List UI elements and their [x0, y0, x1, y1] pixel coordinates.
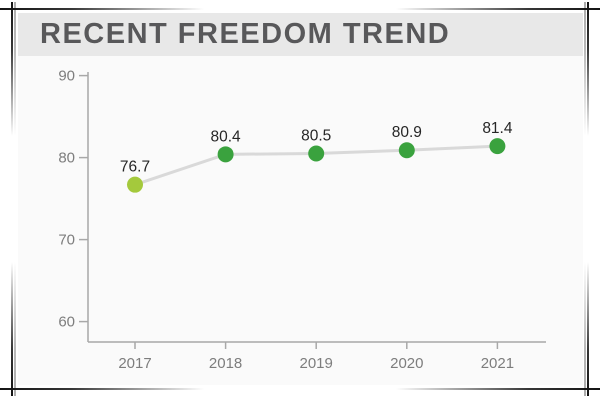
y-tick-label: 90 [58, 68, 75, 85]
x-tick-label: 2020 [390, 355, 423, 372]
data-point [398, 142, 415, 159]
x-tick-label: 2019 [300, 355, 333, 372]
data-point [127, 176, 143, 193]
data-point-label: 76.7 [120, 159, 150, 176]
chart-panel: RECENT FREEDOM TREND [18, 13, 583, 385]
x-tick-label: 2017 [118, 355, 151, 372]
x-tick-label: 2018 [209, 355, 242, 372]
y-tick-label: 60 [58, 314, 75, 331]
y-tick-label: 70 [58, 232, 75, 249]
data-point [308, 145, 325, 162]
x-tick-label: 2021 [481, 355, 514, 372]
y-tick-label: 80 [58, 150, 75, 167]
data-point-label: 80.9 [392, 124, 422, 141]
data-point-label: 80.5 [301, 128, 331, 145]
chart-header: RECENT FREEDOM TREND [18, 13, 583, 56]
data-point [217, 146, 234, 163]
data-point-label: 80.4 [211, 128, 242, 145]
data-point-label: 81.4 [482, 120, 513, 137]
data-point [489, 138, 506, 155]
chart-title: RECENT FREEDOM TREND [40, 18, 451, 50]
